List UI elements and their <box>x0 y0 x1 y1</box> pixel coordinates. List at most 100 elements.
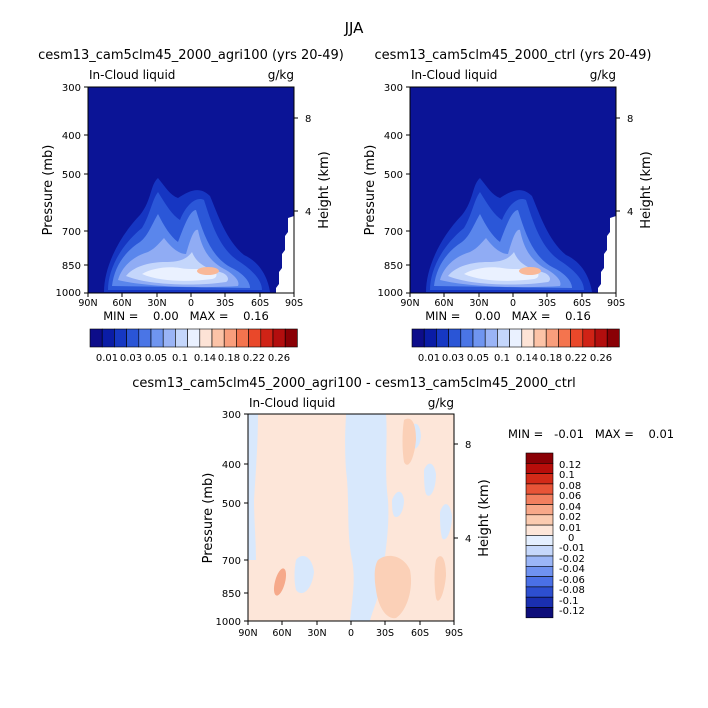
x-tick-label: 90N <box>238 628 257 639</box>
colorbar-swatch <box>558 328 571 348</box>
colorbar-swatch <box>594 328 608 348</box>
x-tick-label: 90S <box>607 298 625 309</box>
y-right-axis-label: Height (km) <box>639 151 654 228</box>
x-axis: 90N 60N 30N 0 30S 60S 90S <box>400 293 625 309</box>
x-tick-label: 0 <box>510 298 516 309</box>
colorbar-label: -0.02 <box>559 554 585 565</box>
y-tick-label: 400 <box>384 131 403 142</box>
colorbar-swatch <box>436 328 449 348</box>
y-right-tick-label: 8 <box>305 114 311 125</box>
x-tick-label: 60S <box>411 628 429 639</box>
colorbar-label: -0.1 <box>559 596 579 607</box>
panel-title: cesm13_cam5clm45_2000_agri100 - cesm13_c… <box>132 376 576 391</box>
colorbar-swatch <box>525 545 554 557</box>
positive-region <box>374 555 412 619</box>
colorbar-swatch <box>525 596 554 608</box>
colorbar-swatch <box>521 328 535 348</box>
colorbar-label: 0.1 <box>494 353 510 364</box>
positive-region <box>402 418 416 465</box>
negative-region <box>440 504 452 540</box>
colorbar-swatches <box>411 328 620 348</box>
colorbar-label: -0.06 <box>559 575 585 586</box>
x-tick-label: 90S <box>285 298 303 309</box>
x-tick-label: 60N <box>272 628 291 639</box>
colorbar-swatch <box>187 328 201 348</box>
colorbar-swatch <box>411 328 425 348</box>
min-max-text: MIN = 0.00 MAX = 0.16 <box>425 309 591 323</box>
colorbar-swatch <box>175 328 188 348</box>
y-tick-label: 700 <box>384 227 403 238</box>
colorbar-label: 0.06 <box>559 491 581 502</box>
units-label: g/kg <box>590 68 616 82</box>
x-axis: 90N 60N 30N 0 30S 60S 90S <box>238 621 463 639</box>
y-axis-right: 8 4 Height (km) <box>294 114 332 229</box>
colorbar-swatch <box>525 452 554 464</box>
x-tick-label: 30S <box>216 298 234 309</box>
y-axis-label: Pressure (mb) <box>201 473 216 564</box>
colorbar-label: 0.14 <box>516 353 538 364</box>
colorbar-label: 0 <box>568 533 574 544</box>
panel-title: cesm13_cam5clm45_2000_agri100 (yrs 20-49… <box>38 48 344 63</box>
min-max-text: MIN = -0.01 MAX = 0.01 <box>508 427 674 441</box>
colorbar: 0.01 0.03 0.05 0.1 0.14 0.18 0.22 0.26 <box>411 328 620 364</box>
colorbar-swatch <box>525 462 554 474</box>
y-tick-label: 400 <box>222 460 241 471</box>
colorbar-label: -0.08 <box>559 585 585 596</box>
colorbar-label: 0.08 <box>559 481 581 492</box>
colorbar-label: 0.26 <box>590 353 612 364</box>
colorbar-swatch <box>126 328 140 348</box>
y-tick-label: 300 <box>222 410 241 421</box>
x-tick-label: 30N <box>307 628 326 639</box>
colorbar-label: 0.18 <box>540 353 562 364</box>
colorbar-swatch <box>525 565 554 577</box>
positive-region <box>434 556 446 601</box>
units-label: g/kg <box>428 396 454 410</box>
panel-agri100: cesm13_cam5clm45_2000_agri100 (yrs 20-49… <box>38 48 344 364</box>
colorbar-swatch <box>272 328 286 348</box>
variable-label: In-Cloud liquid <box>249 396 335 410</box>
negative-region <box>392 491 404 518</box>
y-tick-label: 850 <box>222 589 241 600</box>
y-right-tick-label: 4 <box>465 534 471 545</box>
colorbar-swatch <box>525 524 554 536</box>
colorbar-label: -0.12 <box>559 606 585 617</box>
variable-label: In-Cloud liquid <box>411 68 497 82</box>
x-tick-label: 90S <box>445 628 463 639</box>
x-tick-label: 30N <box>147 298 166 309</box>
colorbar-swatch <box>199 328 213 348</box>
colorbar-label: -0.01 <box>559 543 585 554</box>
x-tick-label: 30N <box>469 298 488 309</box>
x-tick-label: 0 <box>348 628 354 639</box>
missing-data-mask <box>276 216 294 293</box>
negative-region <box>294 556 314 594</box>
colorbar-swatch <box>545 328 559 348</box>
colorbar-swatch <box>114 328 127 348</box>
x-tick-label: 90N <box>78 298 97 309</box>
colorbar-label: 0.01 <box>96 353 118 364</box>
y-right-axis-label: Height (km) <box>477 479 492 556</box>
units-label: g/kg <box>268 68 294 82</box>
y-tick-label: 500 <box>222 499 241 510</box>
contour-field <box>410 87 616 293</box>
colorbar-swatch <box>162 328 176 348</box>
colorbar-swatch <box>448 328 462 348</box>
colorbar-swatch <box>223 328 237 348</box>
positive-maximum <box>273 568 287 596</box>
y-tick-label: 1000 <box>56 288 81 299</box>
colorbar-swatch <box>525 483 554 495</box>
panel-diff: cesm13_cam5clm45_2000_agri100 - cesm13_c… <box>132 376 674 639</box>
colorbar-label: 0.01 <box>418 353 440 364</box>
colorbar-swatch <box>138 328 152 348</box>
colorbar-swatch <box>525 504 554 516</box>
y-axis-left: 300 400 500 700 850 1000 Pressure (mb) <box>41 83 88 299</box>
colorbar-swatch <box>525 514 554 526</box>
colorbar-swatch <box>497 328 510 348</box>
colorbar-swatch <box>525 576 554 588</box>
y-tick-label: 300 <box>62 83 81 94</box>
x-tick-label: 60N <box>434 298 453 309</box>
colorbar-swatch <box>236 328 249 348</box>
colorbar-swatch <box>525 493 554 505</box>
colorbar-swatch <box>570 328 584 348</box>
y-axis-label: Pressure (mb) <box>41 145 56 236</box>
